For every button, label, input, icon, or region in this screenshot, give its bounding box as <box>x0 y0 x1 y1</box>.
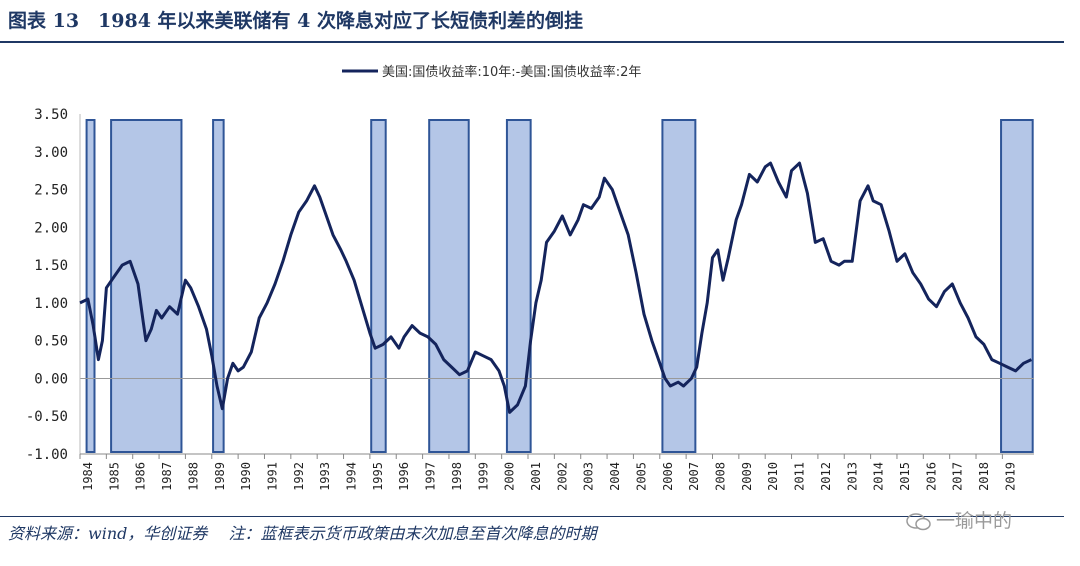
x-tick-label: 1995 <box>371 462 385 491</box>
shaded-period <box>110 119 183 453</box>
line-chart: 3.50 3.00 2.50 2.00 1.50 1.00 0.50 0.00 -0.50 -1.… <box>26 64 1034 491</box>
legend: 美国:国债收益率:10年:-美国:国债收益率:2年 <box>342 64 641 80</box>
x-tick-label: 2019 <box>1003 462 1017 491</box>
x-tick-label: 2013 <box>845 462 859 491</box>
x-tick-label: 2008 <box>713 462 727 491</box>
x-tick-label: 1984 <box>81 462 95 491</box>
x-tick-label: 1987 <box>160 462 174 491</box>
x-tick-label: 1994 <box>345 462 359 491</box>
watermark-text: 一瑜中的 <box>936 510 1013 532</box>
y-tick-label: -1.00 <box>26 447 68 463</box>
shaded-period <box>661 119 697 453</box>
shaded-period <box>212 119 225 453</box>
x-tick-label: 2018 <box>977 462 991 491</box>
source-note: 资料来源：wind，华创证券 注：蓝框表示货币政策由末次加息至首次降息的时期 <box>8 524 597 543</box>
x-tick-label: 2015 <box>898 462 912 491</box>
x-tick-label: 1997 <box>424 462 438 491</box>
x-tick-label: 2000 <box>503 462 517 491</box>
y-tick-label: 2.50 <box>34 183 68 199</box>
x-tick-label: 2012 <box>819 462 833 491</box>
y-tick-label: 0.00 <box>34 371 68 387</box>
x-tick-label: 2003 <box>582 462 596 491</box>
x-tick-label: 1990 <box>239 462 253 491</box>
x-axis: 1984 1985 1986 1987 1988 1989 1990 1991 1992 1993… <box>79 453 1034 491</box>
y-tick-label: -0.50 <box>26 409 68 425</box>
x-tick-label: 1989 <box>213 462 227 491</box>
shaded-period <box>1000 119 1034 453</box>
series-line <box>79 161 1033 414</box>
y-tick-label: 1.50 <box>34 258 68 274</box>
x-tick-label: 2005 <box>634 462 648 491</box>
x-tick-label: 2009 <box>740 462 754 491</box>
x-tick-label: 1993 <box>318 462 332 491</box>
y-tick-label: 0.50 <box>34 334 68 350</box>
x-tick-label: 1996 <box>397 462 411 491</box>
x-tick-label: 2002 <box>555 462 569 491</box>
x-tick-label: 2006 <box>661 462 675 491</box>
x-tick-label: 1986 <box>134 462 148 491</box>
figure-title: 图表 13 1984 年以来美联储有 4 次降息对应了长短债利差的倒挂 <box>8 10 584 32</box>
shaded-period <box>85 119 96 453</box>
x-tick-label: 2017 <box>951 462 965 491</box>
x-tick-label: 2007 <box>687 462 701 491</box>
wechat-icon <box>906 512 931 530</box>
y-tick-label: 3.50 <box>34 107 68 123</box>
x-tick-label: 1992 <box>292 462 306 491</box>
x-tick-label: 1985 <box>107 462 121 491</box>
bottom-rule <box>0 516 1064 517</box>
shaded-periods <box>85 119 1034 453</box>
x-tick-label: 1998 <box>450 462 464 491</box>
x-tick-label: 2014 <box>872 462 886 491</box>
shaded-period <box>505 119 532 453</box>
y-tick-label: 2.00 <box>34 220 68 236</box>
legend-label: 美国:国债收益率:10年:-美国:国债收益率:2年 <box>382 64 641 80</box>
shaded-period <box>370 119 387 453</box>
y-tick-label: 3.00 <box>34 145 68 161</box>
x-tick-label: 2010 <box>766 462 780 491</box>
watermark: 一瑜中的 <box>906 507 1012 535</box>
x-tick-label: 2011 <box>793 462 807 491</box>
x-tick-label: 1991 <box>265 462 279 491</box>
x-tick-label: 2001 <box>529 462 543 491</box>
y-tick-label: 1.00 <box>34 296 68 312</box>
x-tick-label: 2016 <box>924 462 938 491</box>
x-tick-label: 1999 <box>476 462 490 491</box>
x-tick-label: 1988 <box>186 462 200 491</box>
shaded-period <box>428 119 470 453</box>
y-axis: 3.50 3.00 2.50 2.00 1.50 1.00 0.50 0.00 -0.50 -1.… <box>26 107 81 463</box>
x-tick-label: 2004 <box>608 462 622 491</box>
top-rule <box>0 41 1064 43</box>
